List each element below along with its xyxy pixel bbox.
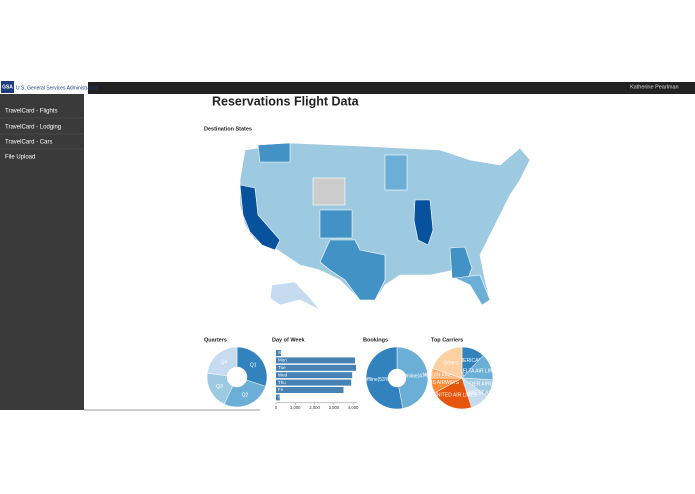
slice (236, 346, 268, 387)
state[interactable] (413, 199, 434, 246)
bar (276, 372, 353, 379)
page-title: Reservations Flight Data (212, 94, 360, 108)
state[interactable] (257, 142, 291, 163)
bar (276, 350, 282, 356)
slice-label: Q1 (250, 363, 257, 369)
slice-label: Online(47%) (403, 373, 431, 379)
slice-label: Others (444, 360, 460, 366)
bar-label: Sun (278, 350, 287, 355)
bar (276, 387, 344, 393)
chart-title: Day of Week (272, 337, 306, 343)
state[interactable] (269, 281, 321, 311)
slice (432, 346, 463, 379)
chart-title: Quarters (204, 337, 227, 343)
state[interactable] (449, 246, 473, 279)
slice-label: AMERICAN (456, 358, 483, 364)
state[interactable] (312, 177, 346, 206)
slice-label: Q4 (220, 359, 227, 365)
slice-label: DELTA AIR LINES (459, 368, 500, 374)
bar-label: Thu (278, 380, 286, 385)
slice-label: Q3 (216, 384, 223, 390)
logo-box (1, 81, 14, 93)
org-name: U.S. General Services Administration (16, 85, 98, 91)
bar-label: Sat (278, 395, 286, 400)
bar-label: Wed (278, 372, 288, 377)
slice (206, 346, 238, 377)
state[interactable] (319, 239, 386, 301)
bar (276, 394, 280, 401)
nav-item[interactable]: TravelCard - Cars (5, 140, 52, 146)
state[interactable] (319, 209, 353, 239)
nav-item[interactable]: TravelCard - Flights (5, 109, 57, 115)
state[interactable] (384, 154, 408, 191)
bar (276, 379, 352, 386)
slice-label: US AIRWAYS (429, 380, 460, 386)
slice-label: VIRGIN AMERICA (423, 372, 465, 378)
slice (223, 379, 266, 408)
x-tick-label: 0 (275, 405, 278, 410)
chart-title: Bookings (363, 337, 388, 343)
nav-item[interactable]: File Upload (5, 155, 35, 161)
us-map (239, 142, 531, 311)
user-name[interactable]: Katherine Pearlman (630, 84, 679, 90)
top-bar (0, 82, 695, 94)
slice-label: Offline(53%) (363, 377, 391, 383)
chart-title: Top Carriers (431, 337, 463, 343)
nav-item[interactable]: TravelCard - Lodging (5, 125, 61, 131)
sidebar (0, 94, 84, 410)
logo: GSA (2, 84, 13, 90)
map-title: Destination States (204, 126, 252, 132)
slice-label: Q2 (242, 393, 249, 399)
slice (396, 346, 429, 409)
x-tick-label: 4,000 (348, 405, 359, 410)
x-tick-label: 1,000 (290, 405, 301, 410)
bar-label: Mon (278, 358, 287, 363)
bar (276, 357, 356, 364)
state[interactable] (239, 184, 281, 251)
bar-label: Fri (278, 387, 283, 392)
slice-label: FRONTIER AIRLINES (455, 382, 505, 388)
bar (276, 364, 357, 371)
state[interactable] (453, 274, 491, 306)
logo-area (0, 80, 88, 94)
bar-label: Tue (278, 365, 286, 370)
charts: Quarters Q1 Q2 Q3 Q4 Day of Week Sun Mon Tue Wed T… (204, 337, 505, 409)
x-tick-label: 3,000 (329, 405, 340, 410)
slice-label: UNITED AIR LINES (433, 393, 478, 399)
slice-label: SOUTHWEST AIR (452, 390, 494, 396)
slice (365, 346, 404, 410)
x-tick-label: 2,000 (309, 405, 320, 410)
